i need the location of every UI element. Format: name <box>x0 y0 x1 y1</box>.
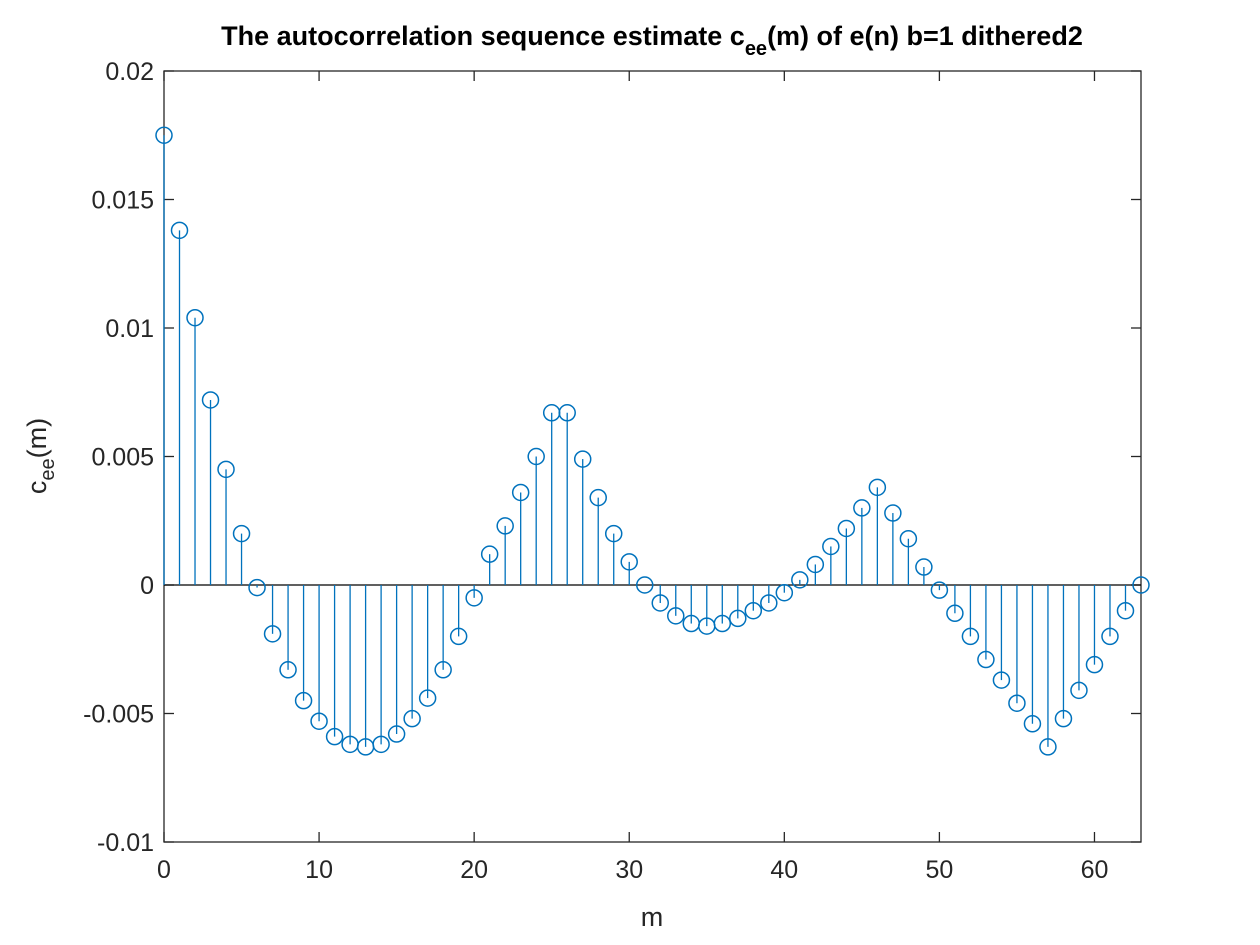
stem-marker <box>604 524 623 543</box>
stem-marker <box>992 671 1011 689</box>
stem-marker <box>1132 576 1150 594</box>
stem-marker <box>170 221 189 240</box>
y-tick-label: 0.015 <box>91 187 154 215</box>
stem-marker <box>418 689 437 707</box>
stem-marker <box>1085 655 1104 674</box>
x-tick-label: 10 <box>305 856 333 884</box>
stem-marker <box>620 553 638 571</box>
markers-group <box>155 126 1150 756</box>
y-tick-label: 0.01 <box>105 315 154 343</box>
stem-marker <box>744 601 763 620</box>
x-tick-label: 60 <box>1081 856 1109 884</box>
stem-marker <box>573 450 592 468</box>
stem-marker <box>449 627 468 646</box>
x-tick-label: 40 <box>770 856 798 884</box>
stem-marker <box>1054 709 1073 728</box>
x-tick-label: 30 <box>615 856 643 884</box>
stem-marker <box>899 529 918 548</box>
stem-marker <box>527 447 545 466</box>
stem-marker <box>806 555 825 574</box>
axes-box <box>163 70 1142 843</box>
stem-marker <box>387 725 406 743</box>
stems-group <box>163 135 1127 747</box>
y-tick-label: 0.005 <box>91 444 154 472</box>
stem-marker <box>1008 694 1026 712</box>
chart-title: The autocorrelation sequence estimate ce… <box>221 21 1083 60</box>
stem-marker <box>713 614 732 633</box>
x-tick-label: 20 <box>460 856 488 884</box>
y-axis-label: cee(m) <box>22 418 59 494</box>
stem-marker <box>837 519 856 538</box>
stem-marker <box>403 709 421 728</box>
stem-marker <box>248 578 266 597</box>
stem-marker <box>667 607 685 625</box>
stem-marker <box>589 488 607 507</box>
stem-marker <box>915 558 933 576</box>
stem-marker <box>434 661 452 679</box>
stem-marker <box>1023 715 1042 733</box>
stem-marker <box>217 460 235 479</box>
stem-marker <box>635 576 654 594</box>
stem-marker <box>1070 681 1088 700</box>
stem-marker <box>1039 738 1057 756</box>
stem-marker <box>496 517 514 535</box>
stem-marker <box>1101 627 1119 646</box>
x-tick-label: 0 <box>157 856 171 884</box>
stem-marker <box>651 594 670 612</box>
stem-marker <box>155 126 173 144</box>
stem-marker <box>294 691 313 710</box>
y-tick-label: 0 <box>140 572 154 600</box>
stem-marker <box>822 537 840 556</box>
stem-marker <box>480 545 499 563</box>
stem-marker <box>930 581 949 599</box>
stem-marker <box>868 478 887 497</box>
stem-marker <box>465 589 483 607</box>
y-tick-label: -0.005 <box>83 701 154 729</box>
stem-marker <box>372 735 390 754</box>
x-axis-label: m <box>641 902 664 932</box>
stem-marker <box>791 571 809 589</box>
stem-marker <box>201 391 220 409</box>
stem-marker <box>279 661 297 679</box>
stem-marker <box>511 483 530 502</box>
stem-marker <box>1116 601 1135 620</box>
y-tick-label: -0.01 <box>97 829 154 857</box>
stem-marker <box>760 594 778 612</box>
stem-marker <box>729 609 747 628</box>
stem-marker <box>977 650 995 669</box>
stem-marker <box>186 308 204 327</box>
y-tick-label: 0.02 <box>105 58 154 86</box>
x-tick-label: 50 <box>925 856 953 884</box>
stem-marker <box>961 627 980 646</box>
stem-marker <box>946 604 964 623</box>
stem-marker <box>310 712 328 730</box>
stem-marker <box>325 727 344 746</box>
stem-marker <box>263 625 282 643</box>
stem-marker <box>232 524 251 543</box>
stem-marker <box>558 404 576 422</box>
stem-marker <box>853 499 871 517</box>
stem-marker <box>775 583 794 602</box>
tick-labels-group: 0 10 20 30 40 50 60 -0.01 -0.005 0 0.005 0.01 0.015 0… <box>83 58 1108 884</box>
stem-marker <box>884 504 902 522</box>
